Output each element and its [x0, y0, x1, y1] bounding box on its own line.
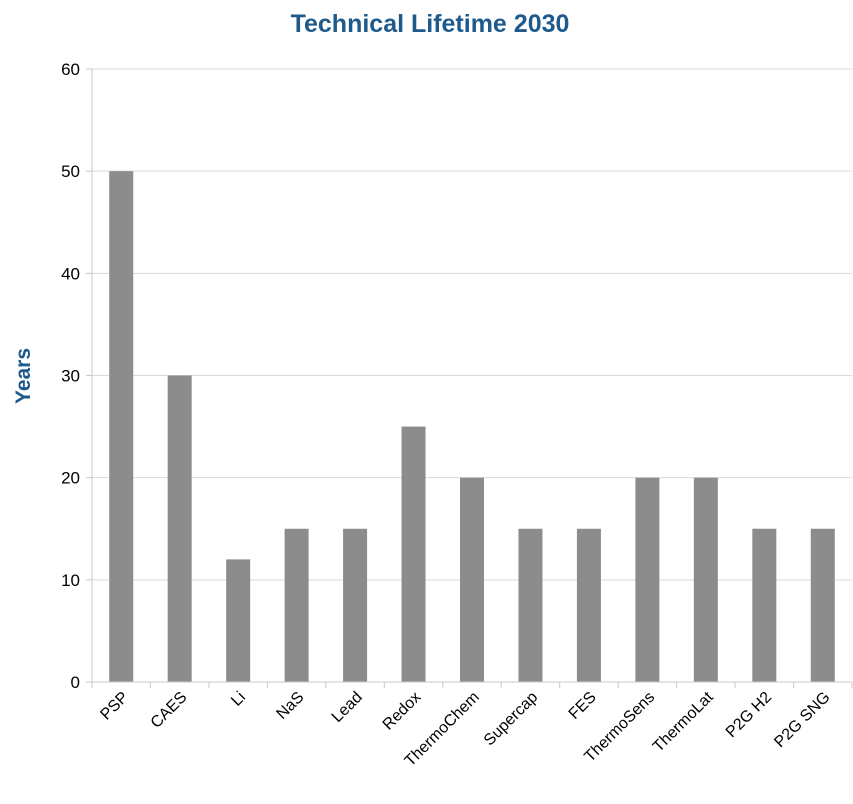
bar: [109, 171, 134, 682]
bar: [226, 559, 251, 682]
bar: [752, 528, 777, 682]
bars: [109, 171, 835, 682]
y-tick-label: 50: [61, 162, 80, 181]
bar: [518, 528, 543, 682]
bar: [460, 477, 484, 682]
x-tick-label: P2G SNG: [771, 689, 833, 751]
y-tick-label: 60: [61, 60, 80, 79]
x-tick-label: Li: [228, 689, 249, 710]
bar: [635, 477, 660, 682]
bar: [810, 528, 835, 682]
x-tick-label: PSP: [97, 689, 132, 724]
y-axis-ticks: 0 10 20 30 40 50 60: [61, 60, 92, 692]
y-tick-label: 10: [61, 571, 80, 590]
x-tick-label: FES: [566, 689, 600, 723]
bar: [693, 477, 718, 682]
chart-title: Technical Lifetime 2030: [291, 10, 570, 38]
bar: [343, 528, 368, 682]
x-tick-label: NaS: [273, 689, 307, 723]
x-tick-label: CAES: [148, 689, 191, 732]
x-tick-label: Lead: [329, 689, 366, 726]
y-tick-label: 20: [61, 469, 80, 488]
x-tick-label: Supercap: [481, 689, 542, 750]
y-tick-label: 0: [71, 673, 80, 692]
y-tick-label: 40: [61, 264, 80, 283]
y-tick-label: 30: [61, 367, 80, 386]
bar: [401, 426, 426, 682]
bar: [576, 528, 601, 682]
x-tick-label: P2G H2: [723, 689, 775, 741]
bar: [167, 375, 192, 682]
x-tick-label: Redox: [380, 689, 425, 734]
gridlines: [92, 68, 852, 581]
y-axis-label: Years: [12, 348, 35, 404]
x-tick-label: ThermoLat: [650, 688, 717, 755]
axes: [91, 69, 852, 683]
bar: [284, 528, 309, 682]
